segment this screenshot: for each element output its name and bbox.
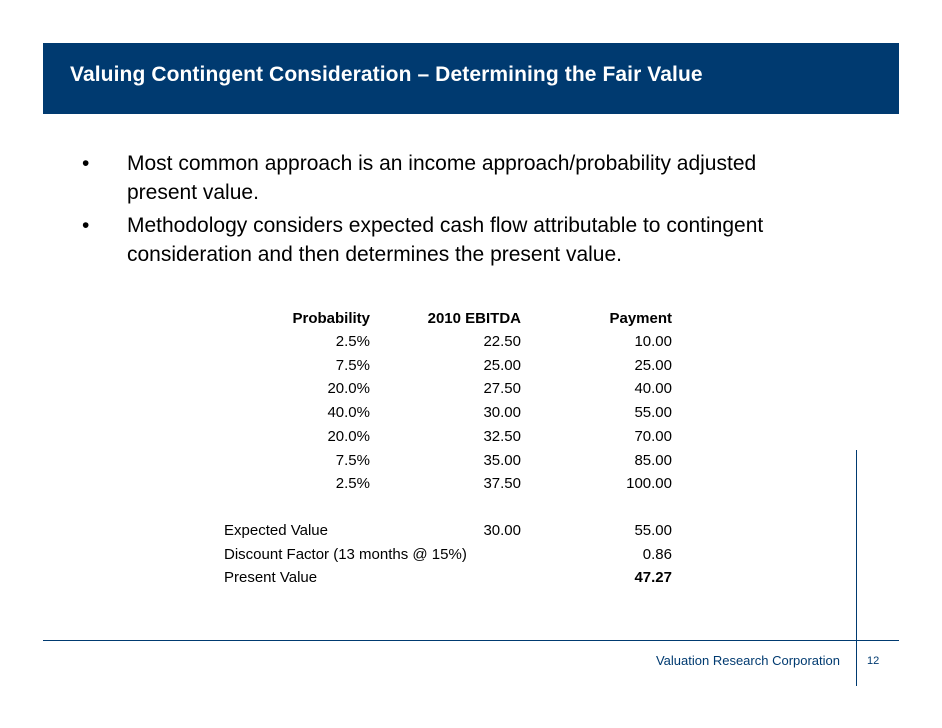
footer-divider <box>43 640 899 641</box>
bullet-line: Most common approach is an income approa… <box>127 152 757 175</box>
bullet-line: consideration and then determines the pr… <box>127 243 622 266</box>
cell-payment: 100.00 <box>626 475 672 492</box>
present-value-label: Present Value <box>224 569 318 586</box>
cell-probability: 2.5% <box>335 333 370 350</box>
footer-company-name: Valuation Research Corporation <box>655 653 840 668</box>
cell-ebitda: 37.50 <box>483 475 521 492</box>
title-bar: Valuing Contingent Consideration – Deter… <box>43 43 899 114</box>
expected-value-ebitda: 30.00 <box>483 522 521 539</box>
cell-payment: 40.00 <box>634 380 672 397</box>
present-value-total: 47.27 <box>634 569 672 586</box>
cell-payment: 85.00 <box>634 452 672 469</box>
header-ebitda: 2010 EBITDA <box>427 310 521 327</box>
cell-payment: 70.00 <box>634 428 672 445</box>
header-payment: Payment <box>609 310 672 327</box>
bullet-list: • Most common approach is an income appr… <box>82 149 872 273</box>
header-probability: Probability <box>292 310 370 327</box>
cell-payment: 25.00 <box>634 357 672 374</box>
cell-probability: 40.0% <box>327 404 370 421</box>
bullet-item: • Methodology considers expected cash fl… <box>82 211 872 269</box>
expected-value-label: Expected Value <box>224 522 328 539</box>
cell-ebitda: 27.50 <box>483 380 521 397</box>
cell-ebitda: 25.00 <box>483 357 521 374</box>
discount-factor-value: 0.86 <box>642 546 672 563</box>
cell-ebitda: 32.50 <box>483 428 521 445</box>
cell-probability: 2.5% <box>335 475 370 492</box>
footer-vertical-divider <box>856 450 857 686</box>
cell-probability: 20.0% <box>327 428 370 445</box>
bullet-line: present value. <box>127 181 259 204</box>
cell-probability: 7.5% <box>335 452 370 469</box>
bullet-item: • Most common approach is an income appr… <box>82 149 872 207</box>
expected-value-payment: 55.00 <box>634 522 672 539</box>
cell-payment: 10.00 <box>634 333 672 350</box>
bullet-mark: • <box>82 214 90 237</box>
slide-title: Valuing Contingent Consideration – Deter… <box>70 63 703 86</box>
cell-ebitda: 22.50 <box>483 333 521 350</box>
cell-probability: 20.0% <box>327 380 370 397</box>
discount-factor-label: Discount Factor (13 months @ 15%) <box>224 546 467 563</box>
bullet-mark: • <box>82 152 90 175</box>
cell-ebitda: 35.00 <box>483 452 521 469</box>
cell-probability: 7.5% <box>335 357 370 374</box>
cell-payment: 55.00 <box>634 404 672 421</box>
bullet-line: Methodology considers expected cash flow… <box>127 214 764 237</box>
page-number: 12 <box>867 655 880 667</box>
cell-ebitda: 30.00 <box>483 404 521 421</box>
